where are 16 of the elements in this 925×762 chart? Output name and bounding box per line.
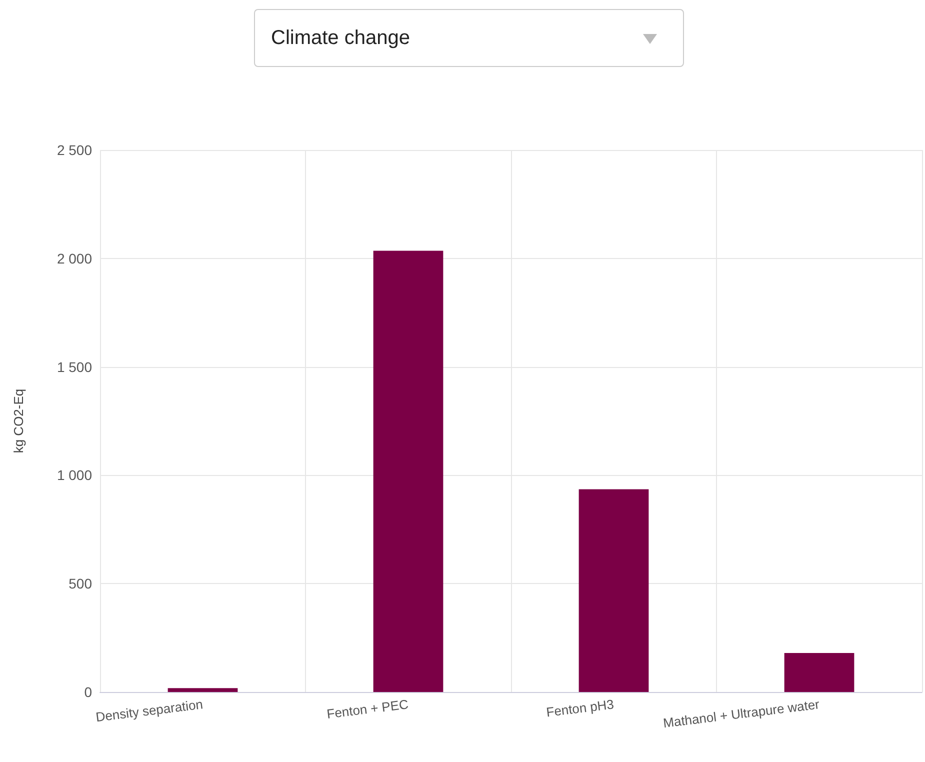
x-tick-label: Mathanol + Ultrapure water — [662, 696, 821, 731]
y-tick-label: 500 — [68, 576, 92, 592]
y-tick-label: 2 500 — [56, 142, 92, 158]
bar — [168, 688, 238, 692]
y-tick-label: 1 000 — [56, 467, 92, 484]
bar — [784, 652, 854, 692]
bar — [373, 250, 444, 692]
y-axis-title: kg CO2-Eq — [11, 388, 26, 454]
y-tick-label: 0 — [84, 684, 92, 700]
bar — [578, 489, 649, 692]
x-tick-label: Fenton pH3 — [545, 696, 615, 720]
x-tick-label: Fenton + PEC — [326, 696, 410, 722]
chart-title: Climate change — [271, 26, 410, 50]
x-tick-label: Density separation — [94, 696, 204, 725]
y-tick-label: 1 500 — [56, 358, 92, 375]
y-tick-label: 2 000 — [56, 250, 92, 266]
